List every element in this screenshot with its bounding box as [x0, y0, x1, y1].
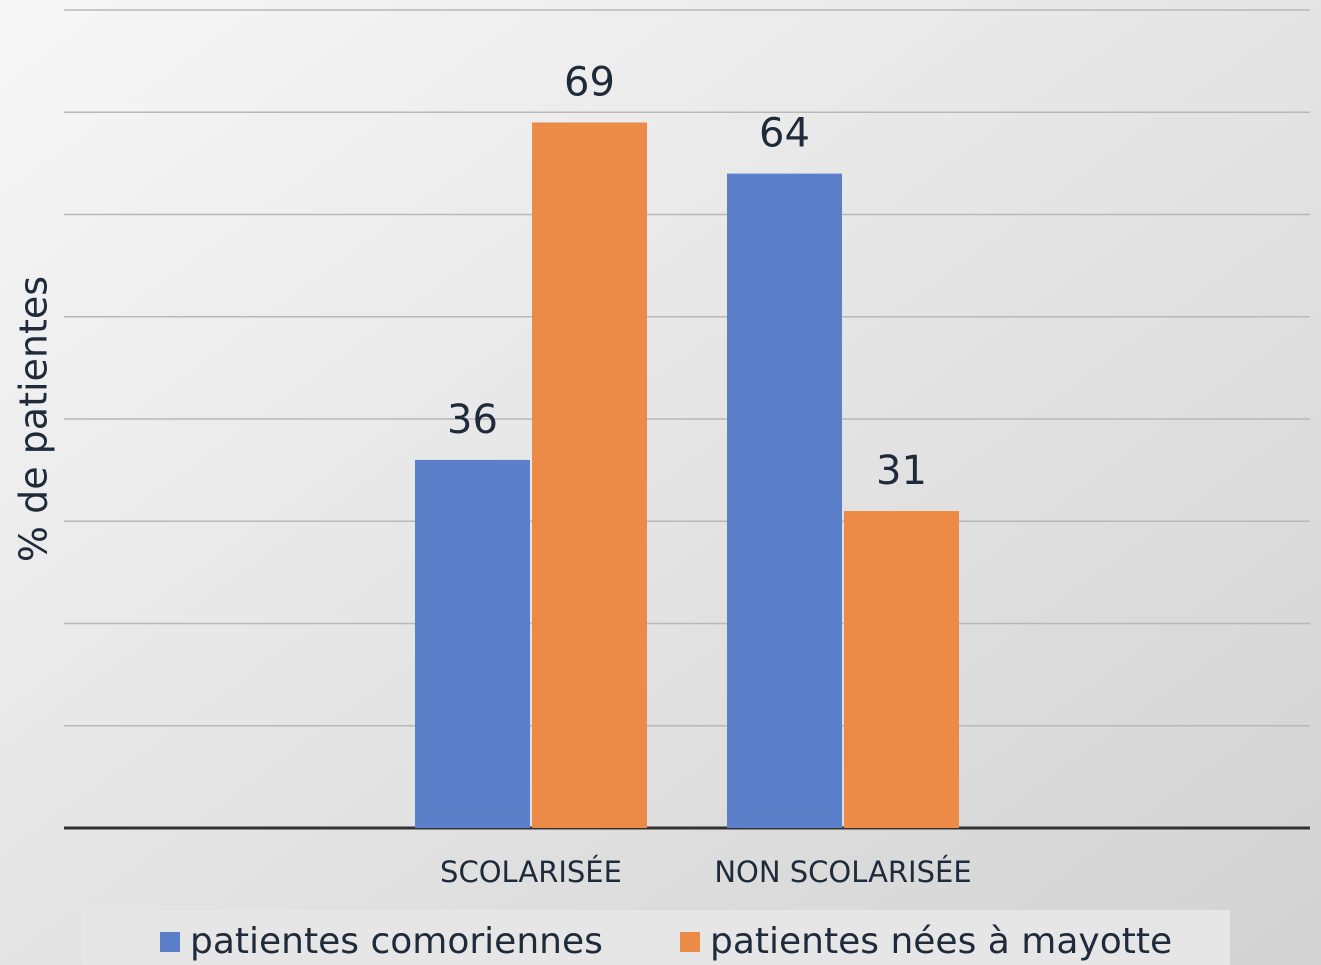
bar	[532, 122, 647, 829]
legend-label: patientes nées à mayotte	[710, 921, 1172, 962]
data-label: 69	[564, 59, 615, 105]
data-label: 36	[447, 397, 498, 443]
bar	[415, 459, 530, 828]
x-tick-label: NON SCOLARISÉE	[714, 855, 971, 889]
legend-swatch	[160, 932, 180, 952]
y-axis-label: % de patientes	[12, 276, 56, 562]
x-tick-label: SCOLARISÉE	[440, 855, 622, 889]
bar	[844, 511, 959, 828]
legend-label: patientes comoriennes	[190, 921, 603, 962]
bar	[727, 173, 842, 829]
data-label: 64	[759, 111, 810, 157]
data-label: 31	[876, 448, 927, 494]
legend	[82, 910, 1230, 965]
legend-swatch	[680, 932, 700, 952]
